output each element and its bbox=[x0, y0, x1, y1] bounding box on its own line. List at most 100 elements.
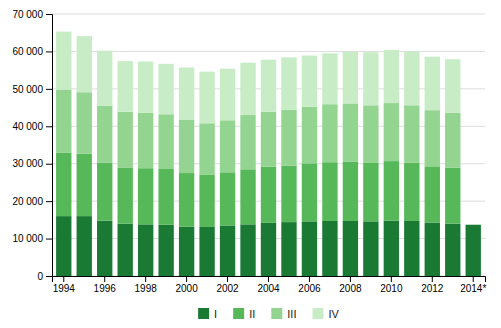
bar bbox=[240, 63, 255, 115]
x-tick-mark bbox=[227, 276, 228, 282]
y-tick-label: 70 000 bbox=[12, 9, 43, 20]
bar bbox=[199, 175, 214, 227]
legend-label: II bbox=[249, 308, 255, 320]
bar bbox=[302, 221, 317, 276]
y-tick: 20 000 bbox=[12, 196, 52, 207]
bar bbox=[384, 161, 399, 221]
bar bbox=[466, 225, 481, 276]
y-tick: 60 000 bbox=[12, 46, 52, 57]
bar bbox=[466, 224, 481, 225]
bar bbox=[322, 221, 337, 276]
legend-swatch bbox=[233, 308, 244, 319]
x-tick-label: 2002 bbox=[216, 283, 239, 294]
bar bbox=[199, 123, 214, 175]
bar bbox=[322, 53, 337, 104]
y-tick-mark bbox=[46, 89, 52, 90]
y-tick-label: 30 000 bbox=[12, 158, 43, 169]
bar bbox=[281, 222, 296, 276]
x-tick: 2000 bbox=[175, 276, 198, 294]
bar bbox=[138, 62, 153, 113]
y-tick-mark bbox=[46, 276, 52, 277]
bar bbox=[97, 221, 112, 276]
bar bbox=[343, 221, 358, 276]
legend-label: III bbox=[287, 308, 296, 320]
bar bbox=[77, 154, 92, 217]
bar bbox=[179, 68, 194, 120]
x-tick: 2014* bbox=[460, 276, 486, 294]
grid-line bbox=[52, 51, 485, 52]
y-tick: 30 000 bbox=[12, 158, 52, 169]
bar bbox=[261, 112, 276, 167]
x-tick: 2010 bbox=[380, 276, 403, 294]
x-tick-label: 2008 bbox=[339, 283, 362, 294]
y-tick: 70 000 bbox=[12, 9, 52, 20]
bar bbox=[261, 60, 276, 112]
bar bbox=[363, 221, 378, 276]
bar bbox=[56, 90, 71, 153]
series bbox=[56, 152, 460, 226]
bar bbox=[240, 115, 255, 169]
bar bbox=[240, 224, 255, 276]
x-tick-label: 1998 bbox=[135, 283, 158, 294]
bar bbox=[322, 162, 337, 221]
bar bbox=[56, 152, 71, 216]
bar bbox=[118, 167, 133, 223]
legend-swatch bbox=[198, 308, 209, 319]
x-tick-mark bbox=[63, 276, 64, 282]
y-tick-label: 40 000 bbox=[12, 121, 43, 132]
bar bbox=[97, 106, 112, 163]
bar bbox=[363, 163, 378, 221]
bar bbox=[158, 64, 173, 115]
bar bbox=[220, 172, 235, 225]
bar bbox=[302, 107, 317, 164]
bar bbox=[404, 51, 419, 105]
legend-swatch bbox=[312, 308, 323, 319]
series bbox=[56, 32, 460, 124]
grid-line bbox=[52, 14, 485, 15]
legend-label: IV bbox=[328, 308, 339, 320]
bar bbox=[404, 105, 419, 162]
chart: 010 00020 00030 00040 00050 00060 00070 … bbox=[0, 0, 501, 328]
x-axis: 1994199619982000200220042006200820102012… bbox=[53, 276, 487, 294]
y-tick: 10 000 bbox=[12, 233, 52, 244]
x-tick: 2012 bbox=[421, 276, 444, 294]
bar bbox=[425, 166, 440, 222]
x-tick: 1994 bbox=[53, 276, 76, 294]
y-tick-mark bbox=[46, 164, 52, 165]
x-tick-mark bbox=[350, 276, 351, 282]
legend-item: III bbox=[271, 308, 296, 320]
legend-item: I bbox=[198, 308, 217, 320]
bar bbox=[445, 168, 460, 224]
legend-label: I bbox=[214, 308, 217, 320]
bar bbox=[138, 168, 153, 224]
y-tick-label: 0 bbox=[37, 271, 43, 282]
bar bbox=[179, 227, 194, 276]
bar bbox=[220, 225, 235, 276]
bar bbox=[425, 110, 440, 166]
bar bbox=[302, 56, 317, 107]
bar bbox=[118, 61, 133, 112]
x-tick-label: 2012 bbox=[421, 283, 444, 294]
bar bbox=[302, 163, 317, 221]
y-tick-mark bbox=[46, 14, 52, 15]
bar bbox=[384, 103, 399, 161]
bar bbox=[158, 114, 173, 169]
y-axis-line bbox=[46, 15, 53, 277]
plot: 010 00020 00030 00040 00050 00060 00070 … bbox=[12, 9, 486, 294]
bar bbox=[281, 166, 296, 223]
bar bbox=[118, 224, 133, 276]
bar bbox=[281, 57, 296, 109]
bar bbox=[138, 113, 153, 168]
x-tick-label: 2010 bbox=[380, 283, 403, 294]
series bbox=[56, 90, 460, 175]
bar bbox=[261, 167, 276, 223]
y-tick-label: 60 000 bbox=[12, 46, 43, 57]
bar bbox=[97, 163, 112, 221]
series bbox=[56, 216, 481, 276]
x-tick: 2002 bbox=[216, 276, 239, 294]
bar bbox=[404, 163, 419, 221]
bar bbox=[56, 216, 71, 276]
x-tick: 1998 bbox=[135, 276, 158, 294]
bar bbox=[158, 169, 173, 225]
bar bbox=[425, 222, 440, 276]
